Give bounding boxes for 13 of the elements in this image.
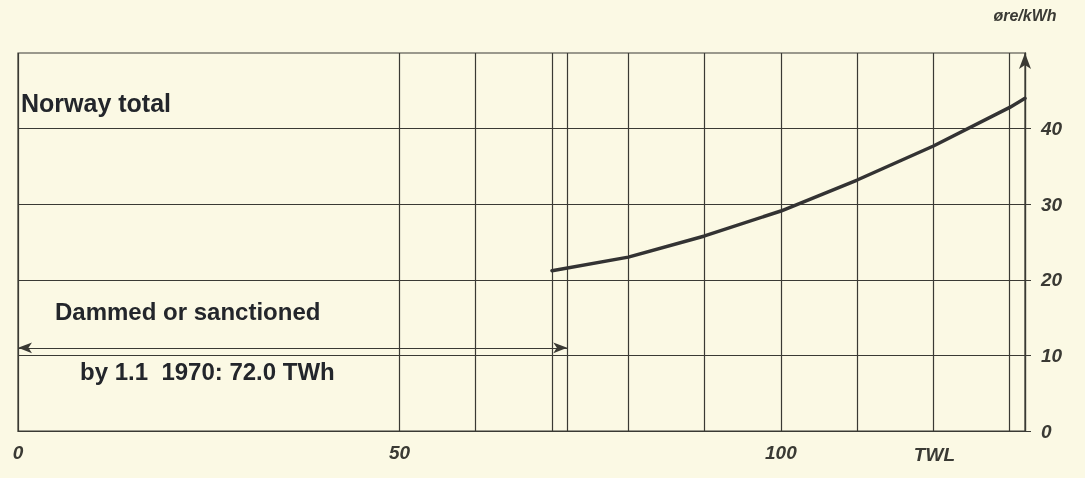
x-axis-title: TWL: [913, 444, 955, 465]
y-tick-label: 10: [1041, 344, 1063, 366]
annotation: Dammed or sanctioned: [55, 298, 321, 326]
text: Norway total: [21, 88, 172, 117]
annotation: by 1.1 1970: 72.0 TWh: [80, 358, 335, 386]
x-tick-label: 0: [12, 442, 24, 463]
x-tick-label: 100: [765, 442, 798, 463]
x-tick-label: 50: [388, 442, 411, 463]
y-tick-label: 40: [1040, 118, 1063, 140]
y-tick-label: 30: [1041, 193, 1063, 215]
y-tick-label: 0: [1041, 420, 1052, 442]
y-tick-label: 20: [1040, 269, 1063, 291]
y-axis-title: øre/kWh: [993, 6, 1057, 24]
